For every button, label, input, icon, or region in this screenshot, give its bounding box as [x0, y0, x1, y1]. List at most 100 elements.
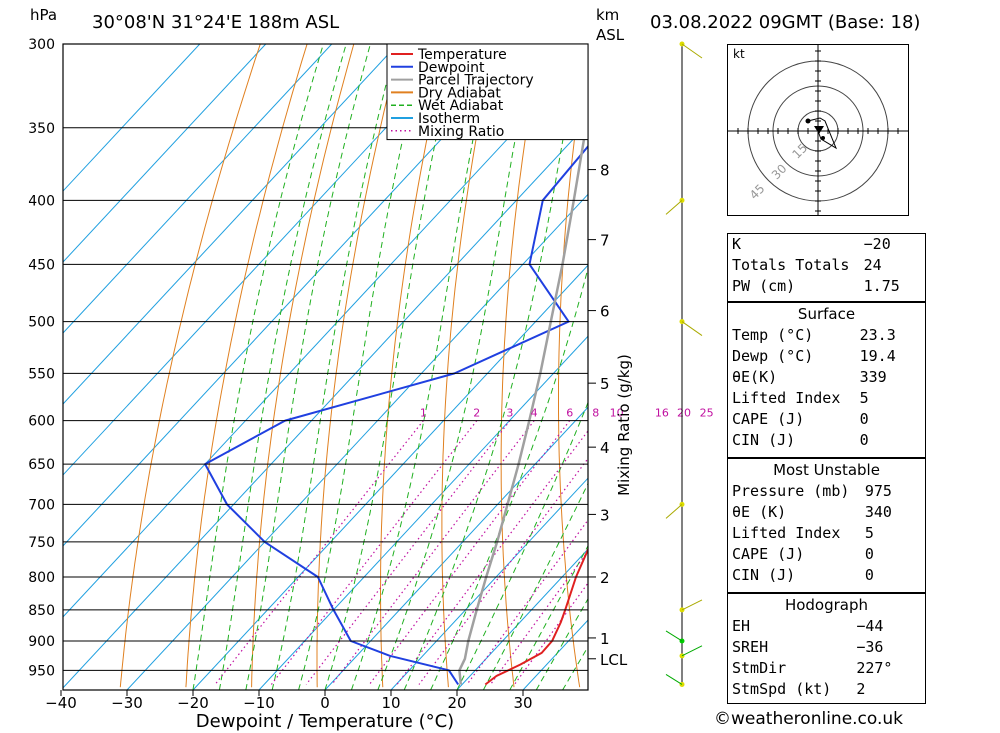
unstable-row-cin: CIN (J) 0 — [728, 565, 925, 586]
height-tick-label: 3 — [600, 506, 610, 524]
wet-adiabat-line — [456, 401, 588, 690]
height-unit-label: km — [596, 6, 619, 24]
surface-row-cin: CIN (J) 0 — [728, 430, 925, 451]
pressure-tick-label: 450 — [28, 257, 55, 273]
mixing-ratio-label: 3 — [506, 407, 513, 420]
legend-entry: Temperature — [417, 47, 507, 63]
height-tick-label: 7 — [600, 232, 610, 250]
wet-adiabat-line — [192, 44, 324, 690]
height-tick-label: 2 — [600, 569, 610, 587]
index-label: Dewp (°C) — [732, 347, 814, 365]
dry-adiabat-line — [962, 44, 1000, 687]
wet-adiabat-line — [350, 44, 493, 690]
mixing-ratio-label: 2 — [473, 407, 480, 420]
indices-table-hodograph: EH −44 SREH −36 StmDir 227° StmSpd (kt) 2 — [728, 616, 925, 700]
index-value: 227° — [856, 659, 893, 677]
wind-barb — [665, 630, 683, 642]
location-title: 30°08'N 31°24'E 188m ASL — [92, 12, 339, 33]
dry-adiabat-line — [185, 44, 308, 688]
index-label: Lifted Index — [732, 389, 841, 407]
mixing-ratio-label: 8 — [592, 407, 599, 420]
surface-row-temp: Temp (°C) 23.3 — [728, 325, 925, 346]
hodograph-ring-label-30: 30 — [769, 161, 790, 182]
wind-barb — [665, 504, 683, 519]
index-value: 0 — [859, 410, 869, 428]
index-label: SREH — [732, 638, 769, 656]
index-value: 5 — [859, 389, 869, 407]
isotherm-line — [63, 44, 399, 405]
mixing-ratio-line — [514, 582, 588, 685]
index-value: 1.75 — [863, 277, 900, 295]
temperature-tick-label: −10 — [243, 694, 275, 712]
mixing-ratio-line — [270, 420, 478, 685]
hodo-row-eh: EH −44 — [728, 616, 925, 637]
isotherm-line — [192, 264, 588, 690]
wind-barb — [665, 199, 683, 215]
hodograph-unit-label: kt — [733, 47, 745, 61]
legend-entry: Dry Adiabat — [418, 85, 501, 101]
temperature-tick-label: 0 — [320, 694, 330, 712]
dry-adiabat-line — [915, 44, 1000, 687]
height-tick-label: 6 — [600, 303, 610, 321]
height-tick-label: 1 — [600, 630, 610, 648]
dry-adiabat-line — [441, 44, 495, 688]
wet-adiabat-line — [482, 482, 588, 690]
indices-table-surface: Temp (°C) 23.3 Dewp (°C) 19.4 θE(K) 339 Lif… — [728, 325, 925, 451]
indices-table-top: K −20 Totals Totals 24 PW (cm) 1.75 — [728, 234, 925, 297]
dry-adiabat-line — [380, 44, 448, 688]
index-label: PW (cm) — [732, 277, 796, 295]
indices-box-unstable: Most Unstable Pressure (mb) 975 θE (K) 340… — [727, 458, 926, 593]
surface-row-dewp: Dewp (°C) 19.4 — [728, 346, 925, 367]
index-label: Temp (°C) — [732, 326, 814, 344]
dry-adiabat-line — [558, 44, 588, 688]
temperature-tick-label: 20 — [447, 694, 466, 712]
pressure-unit-label: hPa — [30, 6, 57, 24]
index-label: StmSpd (kt) — [732, 680, 832, 698]
pressure-tick-label: 700 — [28, 497, 55, 513]
mixing-ratio-label: 1 — [420, 407, 427, 420]
index-row-totals: Totals Totals 24 — [728, 255, 925, 276]
pressure-tick-label: 600 — [28, 414, 55, 430]
index-label: Pressure (mb) — [732, 482, 850, 500]
chart-profiles — [204, 115, 588, 686]
index-value: 975 — [864, 482, 892, 500]
hodograph-ring-label-15: 15 — [790, 141, 811, 162]
hodo-row-stmspd: StmSpd (kt) 2 — [728, 679, 925, 700]
mixing-ratio-line — [331, 420, 535, 685]
hodograph-ticks — [737, 50, 899, 212]
hodograph-plot: kt 15 30 45 — [728, 45, 910, 215]
isotherm-line — [390, 477, 588, 690]
unstable-row-cape: CAPE (J) 0 — [728, 544, 925, 565]
index-value: 24 — [863, 256, 882, 274]
legend-entry: Parcel Trajectory — [418, 73, 534, 89]
pressure-tick-label: 500 — [28, 315, 55, 331]
hodograph-panel: kt 15 30 45 — [727, 44, 910, 216]
unstable-row-pressure: Pressure (mb) 975 — [728, 481, 925, 502]
index-label: CIN (J) — [732, 431, 796, 449]
hodo-row-sreh: SREH −36 — [728, 637, 925, 658]
copyright-footer[interactable]: ©weatheronline.co.uk — [714, 709, 904, 729]
pressure-tick-label: 950 — [28, 663, 55, 679]
index-value: 23.3 — [859, 326, 896, 344]
mixing-ratio-label: 10 — [610, 407, 624, 420]
mixing-ratio-label: 16 — [655, 407, 669, 420]
pressure-tick-label: 400 — [28, 193, 55, 209]
surface-row-cape: CAPE (J) 0 — [728, 409, 925, 430]
index-value: −36 — [856, 638, 884, 656]
temperature-tick-label: −20 — [177, 694, 209, 712]
legend-entry: Dewpoint — [418, 60, 485, 76]
dry-adiabat-line — [119, 44, 261, 688]
mixing-ratio-line — [214, 420, 424, 685]
temperature-tick-label: −40 — [45, 694, 77, 712]
wet-adiabat-line — [403, 44, 581, 690]
isotherm-line — [63, 44, 267, 263]
legend-entry: Isotherm — [418, 111, 480, 127]
wet-adiabat-line — [218, 44, 347, 690]
dry-adiabat-line — [251, 44, 355, 688]
index-value: 339 — [859, 368, 887, 386]
isotherm-line — [63, 122, 588, 689]
index-row-k: K −20 — [728, 234, 925, 255]
isotherm-line — [63, 44, 333, 334]
temperature-tick-label: 10 — [381, 694, 400, 712]
